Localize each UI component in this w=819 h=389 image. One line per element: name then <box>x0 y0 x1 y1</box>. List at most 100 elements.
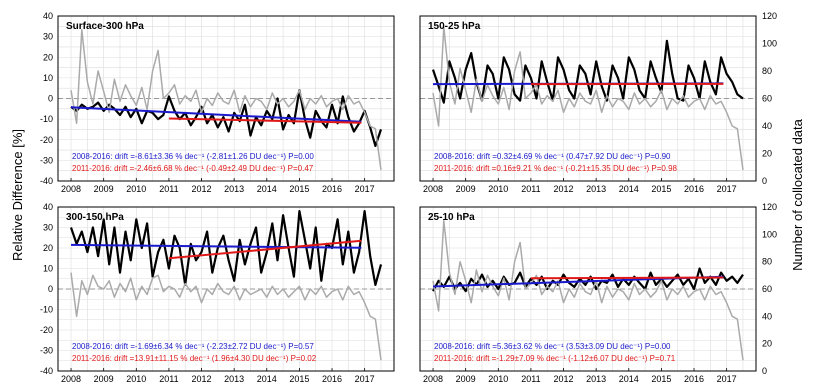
x-tick-label: 2008 <box>423 184 443 194</box>
panel-title: 150-25 hPa <box>428 21 481 32</box>
panel-title: 25-10 hPa <box>428 212 475 223</box>
drift-annotation-2011-2016: 2011-2016: drift =-2.46±6.68 % dec⁻¹ (-0… <box>72 164 314 173</box>
y-tick-label: 20 <box>43 243 53 253</box>
plot-frame <box>419 15 757 182</box>
x-tick-label: 2017 <box>717 184 737 194</box>
y2-tick-label: 100 <box>762 39 777 49</box>
x-tick-label: 2014 <box>257 184 277 194</box>
x-tick-label: 2011 <box>521 184 540 194</box>
x-tick-label: 2008 <box>423 374 443 384</box>
y-axis-label-right: Number of collocated data <box>790 118 805 271</box>
y2-tick-label: 60 <box>762 94 772 104</box>
drift-annotation-2008-2016: 2008-2016: drift =-1.69±6.34 % dec⁻¹ (-2… <box>72 342 314 351</box>
y-tick-label: -30 <box>40 346 53 356</box>
drift-annotation-2008-2016: 2008-2016: drift =0.32±4.69 % dec⁻¹ (0.4… <box>434 152 671 161</box>
x-tick-label: 2013 <box>224 374 244 384</box>
x-tick-label: 2009 <box>456 374 476 384</box>
series-collocated-count <box>70 29 382 171</box>
x-tick-label: 2010 <box>126 374 146 384</box>
y-tick-label: 30 <box>43 32 53 42</box>
x-tick-label: 2013 <box>586 374 606 384</box>
x-tick-label: 2016 <box>322 374 342 384</box>
panel-title: Surface-300 hPa <box>66 21 144 32</box>
x-tick-label: 2011 <box>159 374 178 384</box>
x-tick-label: 2013 <box>224 184 244 194</box>
y-tick-label: -20 <box>40 325 53 335</box>
y2-tick-label: 120 <box>762 11 777 21</box>
y-tick-label: 10 <box>43 73 53 83</box>
x-tick-label: 2012 <box>192 374 212 384</box>
y2-tick-label: 120 <box>762 202 777 212</box>
x-tick-label: 2008 <box>61 184 81 194</box>
y2-tick-label: 40 <box>762 121 772 131</box>
y2-tick-label: 80 <box>762 257 772 267</box>
x-tick-label: 2017 <box>717 374 737 384</box>
y2-tick-label: 60 <box>762 284 772 294</box>
x-tick-label: 2008 <box>61 374 81 384</box>
series-relative-difference <box>69 210 383 286</box>
y-tick-label: 0 <box>48 94 53 104</box>
x-tick-label: 2016 <box>684 184 704 194</box>
y-tick-label: 20 <box>43 52 53 62</box>
chart-panel-4: 2008 2009 2010 2011 2012 2013 2014 2015 2016 2017… <box>419 202 777 384</box>
x-tick-label: 2009 <box>94 374 114 384</box>
x-tick-label: 2012 <box>554 374 574 384</box>
y-tick-label: 30 <box>43 223 53 233</box>
y2-tick-label: 100 <box>762 229 777 239</box>
panels: 2008 2009 2010 2011 2012 2013 2014 2015 2016 2017… <box>40 11 777 384</box>
x-tick-label: 2017 <box>355 184 375 194</box>
x-tick-label: 2013 <box>586 184 606 194</box>
x-tick-label: 2016 <box>322 184 342 194</box>
x-tick-label: 2014 <box>257 374 277 384</box>
drift-annotation-2011-2016: 2011-2016: drift =13.91±11.15 % dec⁻¹ (1… <box>72 354 317 363</box>
x-tick-label: 2014 <box>619 374 639 384</box>
y2-tick-label: 20 <box>762 149 772 159</box>
chart-panel-3: 2008 2009 2010 2011 2012 2013 2014 2015 2016 2017… <box>40 202 395 384</box>
x-tick-label: 2009 <box>456 184 476 194</box>
y-tick-label: 0 <box>48 284 53 294</box>
chart-panel-1: 2008 2009 2010 2011 2012 2013 2014 2015 2016 2017… <box>40 11 395 194</box>
drift-annotation-2008-2016: 2008-2016: drift =-8.61±3.36 % dec⁻¹ (-2… <box>72 152 314 161</box>
x-tick-label: 2015 <box>289 184 309 194</box>
trend-line-2011-2016 <box>168 239 362 260</box>
y2-tick-label: 40 <box>762 311 772 321</box>
x-tick-label: 2017 <box>355 374 375 384</box>
x-tick-label: 2011 <box>521 374 540 384</box>
trend-line-2008-2016 <box>70 243 362 249</box>
y2-tick-label: 20 <box>762 339 772 349</box>
y-tick-label: -40 <box>40 366 53 376</box>
y-tick-label: -40 <box>40 176 53 186</box>
x-tick-label: 2009 <box>94 184 114 194</box>
y2-tick-label: 0 <box>762 366 767 376</box>
x-tick-label: 2012 <box>192 184 212 194</box>
y-tick-label: 10 <box>43 264 53 274</box>
panel-title: 300-150 hPa <box>66 212 124 223</box>
trend-line-2008-2016 <box>70 106 362 123</box>
series-collocated-count <box>432 219 744 361</box>
x-tick-label: 2011 <box>159 184 178 194</box>
y-tick-label: 40 <box>43 202 53 212</box>
drift-annotation-2011-2016: 2011-2016: drift =0.16±9.21 % dec⁻¹ (-0.… <box>434 164 678 173</box>
trend-line-2011-2016 <box>168 117 362 124</box>
series-collocated-count <box>70 272 382 361</box>
trend-line-2011-2016 <box>530 276 724 280</box>
x-tick-label: 2015 <box>651 184 671 194</box>
x-tick-label: 2014 <box>619 184 639 194</box>
plot-frame <box>419 206 757 372</box>
plot-frame <box>57 15 395 182</box>
x-tick-label: 2015 <box>651 374 671 384</box>
y-tick-label: -20 <box>40 135 53 145</box>
chart-panel-2: 2008 2009 2010 2011 2012 2013 2014 2015 2016 2017… <box>419 11 777 194</box>
y-axis-label-left: Relative Difference [%] <box>10 129 25 261</box>
x-tick-label: 2010 <box>488 184 508 194</box>
x-tick-label: 2010 <box>488 374 508 384</box>
x-tick-label: 2015 <box>289 374 309 384</box>
x-tick-label: 2012 <box>554 184 574 194</box>
series-collocated-count <box>432 26 744 171</box>
y2-tick-label: 80 <box>762 66 772 76</box>
series-relative-difference <box>70 89 383 147</box>
plot-frame <box>57 206 395 372</box>
y-tick-label: -10 <box>40 114 53 124</box>
y2-tick-label: 0 <box>762 176 767 186</box>
